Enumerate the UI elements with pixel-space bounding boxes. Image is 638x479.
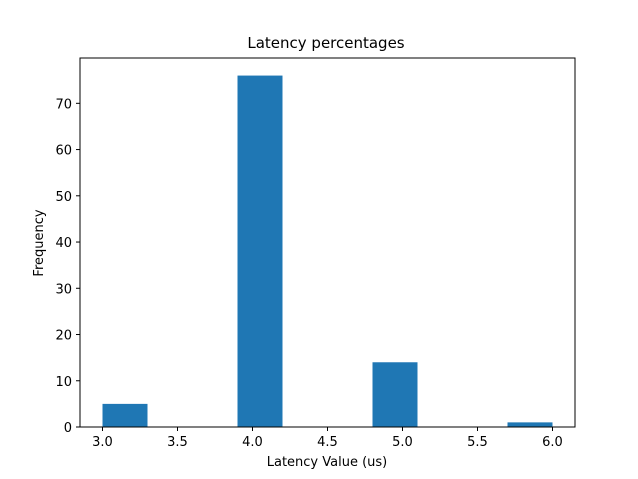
chart-title: Latency percentages xyxy=(247,34,404,52)
x-tick-label: 6.0 xyxy=(542,435,563,450)
x-tick-label: 4.0 xyxy=(242,435,263,450)
x-tick-label: 3.0 xyxy=(92,435,113,450)
histogram-bar-1 xyxy=(102,403,148,427)
y-tick-label: 70 xyxy=(55,97,72,112)
x-tick-label: 4.5 xyxy=(317,435,338,450)
y-tick-label: 20 xyxy=(55,329,72,344)
x-tick-label: 5.5 xyxy=(467,435,488,450)
bars-group xyxy=(102,75,553,428)
y-tick-label: 10 xyxy=(55,375,72,390)
histogram-bar-3 xyxy=(372,362,418,427)
y-tick-label: 0 xyxy=(64,421,72,436)
y-axis-label: Frequency xyxy=(32,209,47,276)
x-tick-label: 5.0 xyxy=(392,435,413,450)
x-tick-label: 3.5 xyxy=(167,435,188,450)
y-tick-label: 60 xyxy=(55,144,72,159)
x-axis: 3.0 3.5 4.0 4.5 5.0 5.5 6.0 xyxy=(92,427,563,450)
y-tick-label: 30 xyxy=(55,282,72,297)
y-axis: 0 10 20 30 40 50 60 70 xyxy=(55,97,80,436)
y-tick-label: 40 xyxy=(55,236,72,251)
histogram-bar-4 xyxy=(507,422,553,427)
y-tick-label: 50 xyxy=(55,190,72,205)
histogram-bar-2 xyxy=(237,75,283,428)
plot-frame xyxy=(79,57,576,428)
x-axis-label: Latency Value (us) xyxy=(267,455,388,470)
